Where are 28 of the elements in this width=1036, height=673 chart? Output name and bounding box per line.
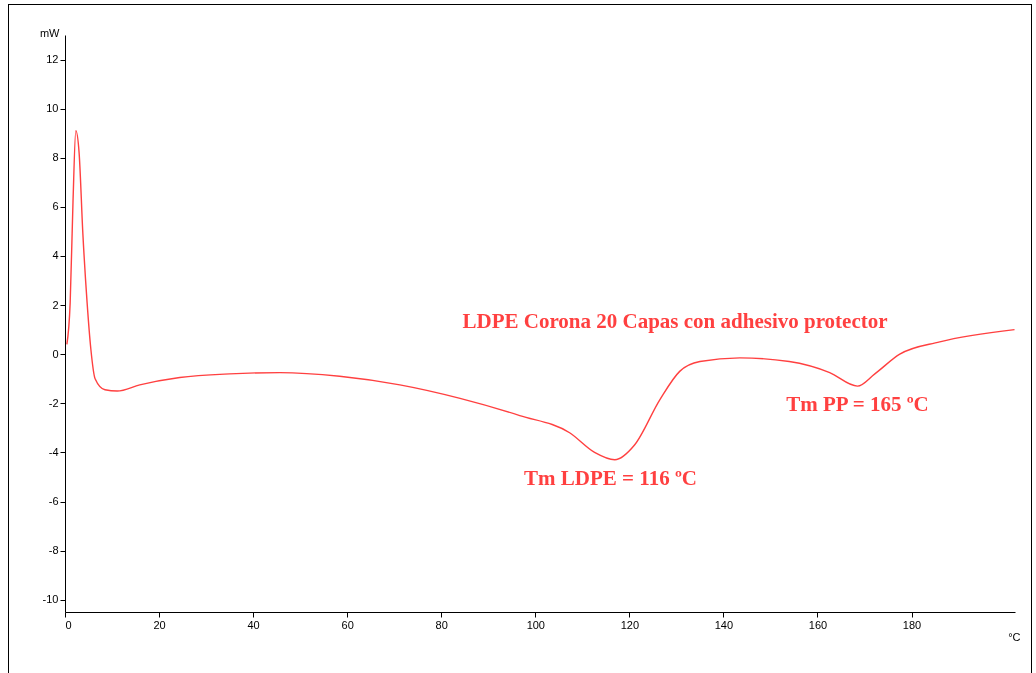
x-axis-title: °C [1008,630,1021,643]
y-tick-label: 2 [52,298,59,311]
y-tick-label: -8 [48,544,59,557]
x-tick-label: 20 [153,618,166,631]
y-tick-label: 6 [52,200,59,213]
x-tick-label: 160 [808,618,828,631]
x-tick-label: 100 [526,618,545,631]
y-tick-label: 12 [46,53,59,66]
y-axis-title: mW [39,26,61,39]
y-tick-label: -6 [48,495,59,508]
annotation: Tm PP = 165 ºC [786,392,929,417]
x-tick-label: 80 [435,618,448,631]
annotation: LDPE Corona 20 Capas con adhesivo protector [462,309,888,333]
line-series [66,130,1015,461]
y-tick-label: -10 [42,593,59,606]
y-tick-label: 4 [52,249,59,262]
y-tick-label: 8 [52,151,59,164]
x-tick-label: 180 [902,618,922,631]
y-tick-label: 0 [52,347,59,360]
x-tick-label: 0 [65,618,72,631]
x-tick-label: 40 [247,618,260,631]
x-tick-label: 60 [341,618,354,631]
y-tick-label: -4 [48,445,59,458]
y-tick-label: 10 [46,102,59,115]
annotation: Tm LDPE = 116 ºC [524,465,698,490]
x-tick-label: 140 [714,618,734,631]
y-tick-label: -2 [48,396,59,409]
x-tick-label: 120 [620,618,640,631]
